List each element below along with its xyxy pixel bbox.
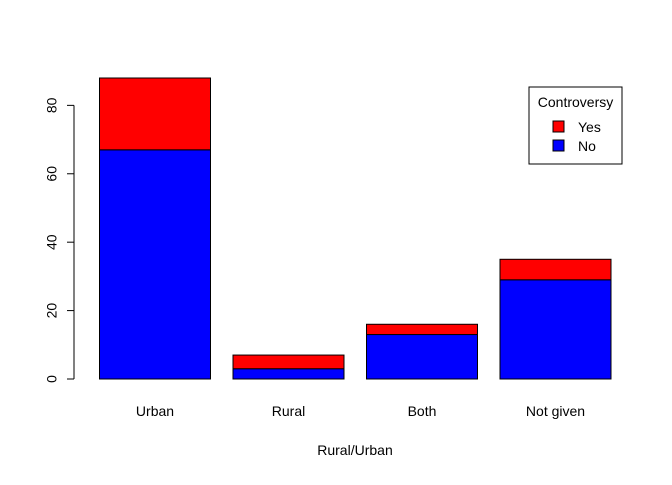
x-tick-label: Not given (526, 403, 585, 419)
bars-group (99, 77, 612, 380)
bar-segment-yes-urban (99, 77, 211, 151)
legend-swatch-yes (552, 120, 565, 133)
legend-label-yes: Yes (578, 119, 601, 135)
bar-segment-yes-both (366, 323, 478, 336)
y-tick-label: 40 (44, 234, 60, 250)
legend: Controversy Yes No (528, 86, 623, 165)
x-tick-label: Both (408, 403, 437, 419)
x-axis-title: Rural/Urban (317, 442, 392, 458)
legend-title: Controversy (538, 94, 613, 110)
y-tick-label: 20 (44, 303, 60, 319)
bar-segment-yes-rural (232, 354, 345, 370)
bar-segment-no-urban (99, 149, 211, 380)
legend-label-no: No (578, 138, 596, 154)
legend-box (528, 86, 623, 165)
y-tick-label: 80 (44, 97, 60, 113)
bar-segment-no-both (366, 334, 478, 380)
y-axis: 0 20 40 60 80 (44, 97, 75, 383)
x-tick-label: Urban (136, 403, 174, 419)
bar-segment-no-not-given (499, 279, 612, 380)
legend-swatch-no (552, 139, 565, 152)
x-tick-label: Rural (272, 403, 305, 419)
x-axis-labels: Urban Rural Both Not given (136, 403, 585, 419)
bar-segment-no-rural (232, 368, 345, 380)
y-tick-label: 0 (44, 375, 60, 383)
bar-segment-yes-not-given (499, 258, 612, 281)
y-tick-label: 60 (44, 166, 60, 182)
